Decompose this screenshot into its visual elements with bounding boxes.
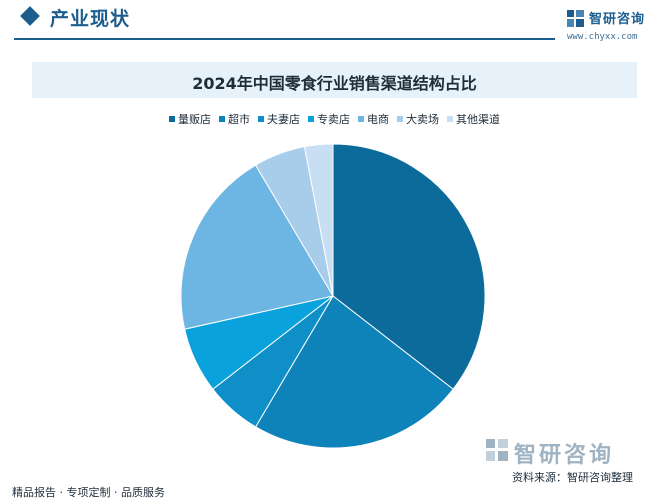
pie-slice [254, 295, 454, 449]
legend-label: 夫妻店 [267, 113, 300, 126]
pie-slice [180, 164, 334, 330]
footer-logo: 智研咨询 [486, 437, 666, 468]
chart-title: 2024年中国零食行业销售渠道结构占比 [192, 74, 477, 93]
legend-swatch [169, 116, 175, 122]
legend-swatch [397, 116, 403, 122]
legend-item: 超市 [219, 110, 250, 128]
legend-label: 电商 [367, 113, 389, 126]
pie-slice [303, 143, 334, 297]
legend-label: 超市 [228, 113, 250, 126]
legend-swatch [447, 116, 453, 122]
legend-label: 大卖场 [406, 113, 439, 126]
footer-brand-mark-icon [486, 439, 508, 461]
footer-tagline: 精品报告 · 专项定制 · 品质服务 [12, 486, 165, 499]
brand-name: 智研咨询 [589, 12, 646, 27]
legend-item: 专卖店 [308, 110, 350, 128]
brand-url: www.chyxx.com [567, 32, 638, 42]
data-source: 资料来源：智研咨询整理 [512, 471, 633, 484]
legend-swatch [308, 116, 314, 122]
legend-item: 夫妻店 [258, 110, 300, 128]
legend-item: 大卖场 [397, 110, 439, 128]
chart-title-band: 2024年中国零食行业销售渠道结构占比 [32, 62, 637, 98]
legend-item: 量贩店 [169, 110, 211, 128]
legend-swatch [358, 116, 364, 122]
legend-swatch [258, 116, 264, 122]
legend-label: 专卖店 [317, 113, 350, 126]
legend-swatch [219, 116, 225, 122]
page-title: 产业现状 [50, 8, 131, 30]
legend-item: 其他渠道 [447, 110, 500, 128]
brand-mark-icon [567, 10, 584, 27]
brand-logo: 智研咨询 www.chyxx.com [567, 8, 662, 44]
chart-legend: 量贩店 超市 夫妻店 专卖店 电商 大卖场 其他渠道 [0, 110, 669, 128]
legend-label: 其他渠道 [456, 113, 500, 126]
pie-slice [332, 143, 486, 390]
footer-logo-text: 智研咨询 [514, 443, 615, 468]
header-divider [14, 38, 555, 40]
page-header: 产业现状 [0, 0, 669, 44]
legend-item: 电商 [358, 110, 389, 128]
legend-label: 量贩店 [178, 113, 211, 126]
